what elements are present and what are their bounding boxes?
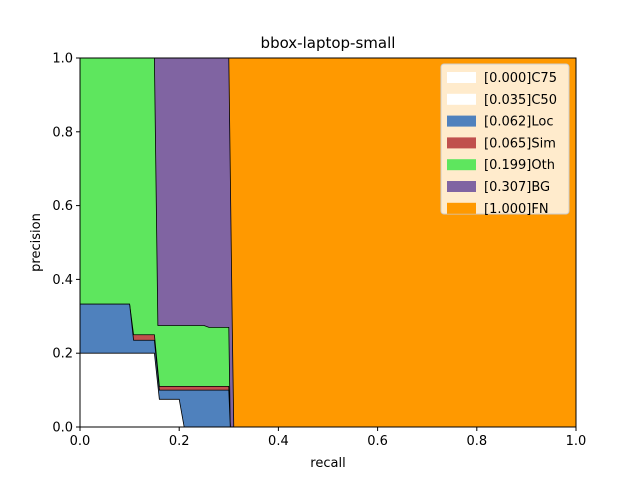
y-axis: 0.0 0.2 0.4 0.6 0.8 1.0: [52, 52, 80, 436]
x-tick-label: 0.6: [367, 434, 388, 449]
x-axis-label: recall: [310, 456, 345, 471]
x-tick-label: 0.0: [70, 434, 91, 449]
legend-swatch: [447, 72, 476, 83]
legend-label: [0.065]Sim: [484, 136, 556, 151]
chart-title: bbox-laptop-small: [261, 34, 396, 52]
legend-label: [1.000]FN: [484, 202, 549, 217]
legend-swatch: [447, 159, 476, 171]
legend-swatch: [447, 181, 476, 192]
plot-frame: [79, 57, 577, 428]
y-tick-label: 0.6: [52, 199, 73, 214]
x-tick-label: 1.0: [566, 434, 587, 449]
y-tick-label: 1.0: [52, 52, 73, 67]
y-axis-label: precision: [29, 213, 44, 272]
x-tick-label: 0.2: [169, 434, 190, 449]
legend-label: [0.199]Oth: [484, 158, 555, 173]
y-tick-label: 0.2: [52, 347, 73, 362]
x-axis: 0.0 0.2 0.4 0.6 0.8 1.0: [70, 427, 587, 449]
y-tick-label: 0.4: [52, 273, 73, 288]
y-tick-label: 0.8: [52, 125, 73, 140]
x-tick-label: 0.4: [268, 434, 289, 449]
legend-label: [0.307]BG: [484, 180, 550, 195]
legend-label: [0.035]C50: [484, 93, 557, 108]
legend-label: [0.062]Loc: [484, 115, 553, 130]
legend-swatch: [447, 93, 476, 105]
legend-swatch: [447, 202, 476, 214]
legend-swatch: [447, 115, 476, 127]
x-tick-label: 0.8: [466, 434, 487, 449]
y-tick-label: 0.0: [52, 421, 73, 436]
legend-label: [0.000]C75: [484, 71, 557, 86]
legend-swatch: [447, 137, 476, 149]
legend: [0.000]C75 [0.035]C50 [0.062]Loc [0.065]Sim…: [440, 63, 570, 217]
